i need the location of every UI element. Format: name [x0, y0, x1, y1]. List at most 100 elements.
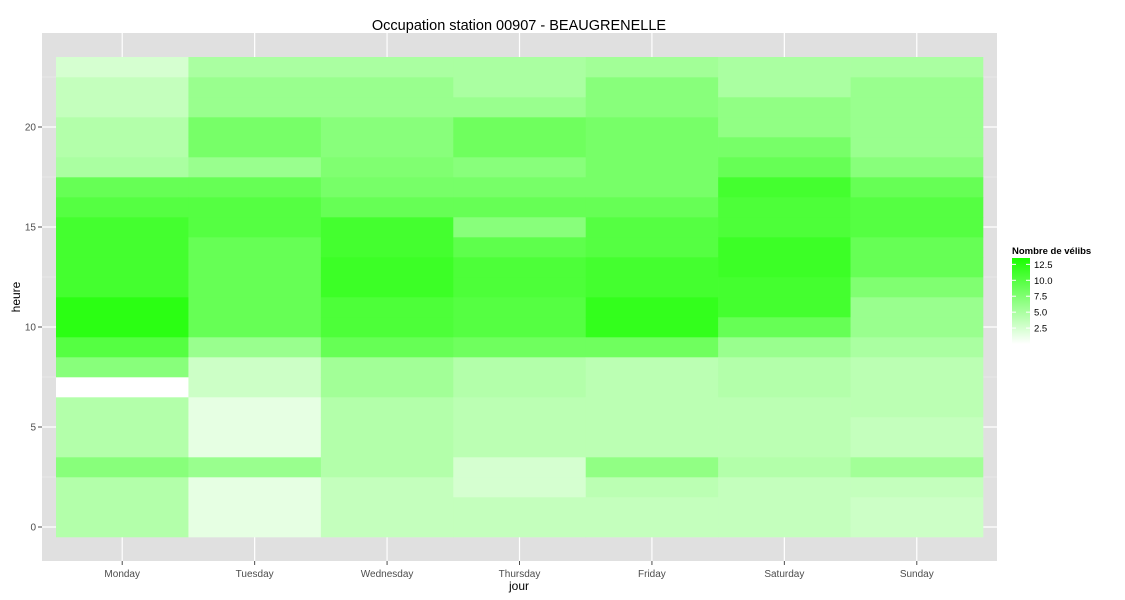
heatmap-cell [453, 377, 587, 398]
legend-colorbar [1012, 258, 1030, 344]
heatmap-cell [718, 397, 851, 418]
heatmap-cell [453, 397, 587, 418]
heatmap-cell [718, 57, 851, 78]
x-axis-title: jour [508, 579, 529, 593]
heatmap-cell [585, 337, 719, 358]
heatmap-cell [56, 57, 189, 78]
heatmap-cell [850, 457, 984, 478]
heatmap-cell [188, 517, 322, 538]
heatmap-cell [718, 477, 851, 498]
heatmap-cell [56, 77, 189, 98]
heatmap-cell [56, 297, 189, 318]
heatmap-cell [188, 417, 322, 438]
heatmap-cell [188, 497, 322, 518]
legend-tick-label: 12.5 [1034, 260, 1053, 271]
heatmap-cell [188, 297, 322, 318]
legend-tick-label: 2.5 [1034, 324, 1047, 335]
heatmap-cell [188, 57, 322, 78]
heatmap-cell [850, 197, 984, 218]
heatmap-cell [56, 237, 189, 258]
heatmap-cell [453, 297, 587, 318]
heatmap-cell [56, 217, 189, 238]
legend-tick-label: 10.0 [1034, 276, 1053, 287]
heatmap-cell [850, 297, 984, 318]
heatmap-cell [188, 397, 322, 418]
heatmap-cell [585, 237, 719, 258]
heatmap-cell [188, 257, 322, 278]
y-tick-label: 0 [30, 523, 36, 534]
heatmap-cell [850, 217, 984, 238]
heatmap-cell [188, 277, 322, 298]
heatmap-cell [718, 77, 851, 98]
chart-title: Occupation station 00907 - BEAUGRENELLE [372, 18, 667, 34]
heatmap-cell [850, 117, 984, 138]
heatmap-cell [453, 237, 587, 258]
heatmap-cell [56, 157, 189, 178]
heatmap-cell [56, 417, 189, 438]
heatmap-cell [188, 477, 322, 498]
heatmap-cell [850, 277, 984, 298]
heatmap-cell [320, 377, 454, 398]
heatmap-cell [320, 497, 454, 518]
heatmap-cell [718, 177, 851, 198]
heatmap-cell [718, 157, 851, 178]
heatmap-cell [453, 157, 587, 178]
heatmap-cell [453, 177, 587, 198]
heatmap-cell [188, 177, 322, 198]
heatmap-cell [188, 237, 322, 258]
heatmap-cell [320, 277, 454, 298]
heatmap-cell [320, 457, 454, 478]
heatmap-cell [56, 137, 189, 158]
heatmap-cell [718, 417, 851, 438]
heatmap-cell [850, 77, 984, 98]
heatmap-cell [850, 157, 984, 178]
heatmap-cell [585, 437, 719, 458]
heatmap-cell [453, 457, 587, 478]
heatmap-cell [188, 197, 322, 218]
heatmap-cell [585, 377, 719, 398]
heatmap-cell [850, 177, 984, 198]
heatmap-cell [56, 337, 189, 358]
heatmap-cell [320, 197, 454, 218]
heatmap-cell [850, 497, 984, 518]
heatmap-cell [585, 497, 719, 518]
heatmap-cell [320, 317, 454, 338]
x-tick-label: Wednesday [361, 569, 414, 580]
heatmap-cell [453, 217, 587, 238]
heatmap-cell [453, 257, 587, 278]
x-axis-ticks: Monday Tuesday Wednesday Thursday Friday Satu… [104, 561, 934, 580]
heatmap-cell [320, 177, 454, 198]
heatmap-cell [453, 437, 587, 458]
heatmap-cell [718, 117, 851, 138]
y-axis-ticks: 0 5 10 15 20 [25, 123, 42, 534]
heatmap-cell [453, 317, 587, 338]
heatmap-cell [56, 437, 189, 458]
heatmap-cell [320, 157, 454, 178]
heatmap-cell [718, 337, 851, 358]
heatmap-cell [850, 357, 984, 378]
heatmap-cell [320, 57, 454, 78]
heatmap-cell [453, 137, 587, 158]
heatmap-cell [585, 77, 719, 98]
heatmap-cell [56, 177, 189, 198]
heatmap-cell [718, 197, 851, 218]
heatmap-cell [850, 137, 984, 158]
heatmap-cell [56, 357, 189, 378]
heatmap-cell [585, 217, 719, 238]
heatmap-cell [585, 157, 719, 178]
heatmap-cell [56, 497, 189, 518]
heatmap-cell [718, 257, 851, 278]
heatmap-cell [585, 477, 719, 498]
heatmap-cell [320, 137, 454, 158]
heatmap-cell [320, 237, 454, 258]
heatmap-cell [585, 57, 719, 78]
heatmap-cell [453, 357, 587, 378]
heatmap-cell [585, 257, 719, 278]
heatmap-cell [453, 337, 587, 358]
heatmap-cell [718, 217, 851, 238]
x-tick-label: Monday [104, 569, 140, 580]
heatmap-cell [188, 457, 322, 478]
heatmap-cell [320, 337, 454, 358]
heatmap-cell [850, 337, 984, 358]
heatmap-cell [320, 297, 454, 318]
